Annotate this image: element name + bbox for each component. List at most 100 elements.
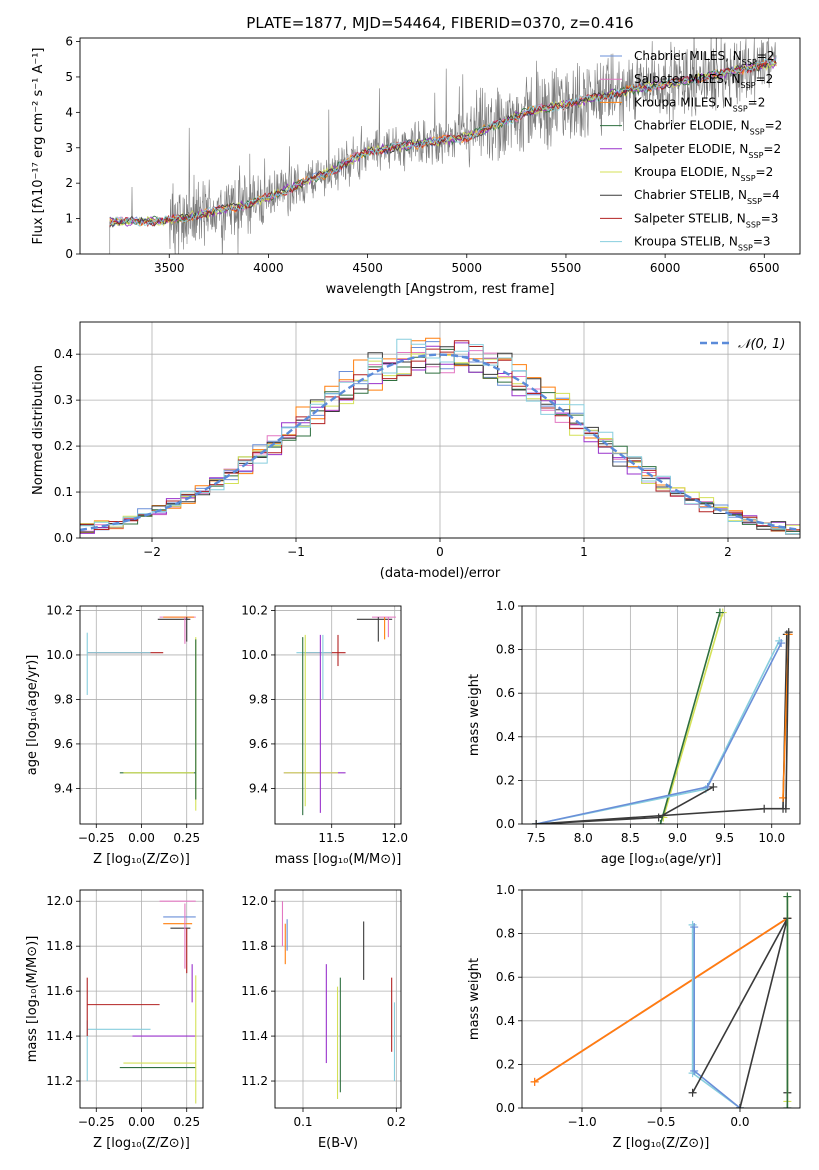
x-axis-label: Z [log₁₀(Z/Z⊙)] <box>93 1136 190 1151</box>
y-tick-label: 11.2 <box>46 1074 73 1088</box>
y-tick-label: 0.8 <box>496 643 515 657</box>
weight-line-1 <box>534 917 788 1083</box>
x-tick-label: 0.25 <box>173 831 200 845</box>
legend-entry: Salpeter ELODIE, NSSP=2 <box>634 142 781 160</box>
y-tick-label: 0.4 <box>496 730 515 744</box>
weight-line-7 <box>785 632 790 809</box>
y-tick-label: 0.4 <box>54 347 73 361</box>
x-tick-label: −2 <box>143 545 161 559</box>
x-axis-label: wavelength [Angstrom, rest frame] <box>326 282 555 297</box>
y-tick-label: 9.4 <box>54 781 73 795</box>
plot-area <box>109 38 777 254</box>
y-tick-label: 9.8 <box>249 692 268 706</box>
x-tick-label: 5500 <box>551 261 582 275</box>
y-tick-label: 0.8 <box>496 927 515 941</box>
legend: 𝒩(0, 1) <box>700 337 785 352</box>
point-marker <box>777 639 786 648</box>
x-tick-label: 0.25 <box>173 1115 200 1129</box>
y-tick-label: 9.8 <box>54 692 73 706</box>
y-tick-label: 11.4 <box>241 1029 268 1043</box>
legend-entry: Chabrier MILES, NSSP=2 <box>634 49 774 67</box>
plot-area <box>86 616 197 811</box>
x-tick-label: 8.0 <box>574 831 593 845</box>
axes-frame <box>79 37 801 255</box>
y-tick-label: 5 <box>65 70 73 84</box>
point-marker <box>688 920 697 929</box>
y-tick-label: 12.0 <box>46 894 73 908</box>
x-axis-label: (data-model)/error <box>380 566 501 581</box>
y-tick-label: 10.0 <box>241 648 268 662</box>
plot-area <box>283 616 396 816</box>
plot-area <box>532 608 793 824</box>
point-marker <box>781 804 790 813</box>
x-axis-label: Z [log₁₀(Z/Z⊙)] <box>613 1136 710 1151</box>
x-tick-label: 2 <box>724 545 732 559</box>
y-tick-label: 1.0 <box>496 883 515 897</box>
y-tick-label: 0.1 <box>54 485 73 499</box>
y-tick-label: 3 <box>65 141 73 155</box>
x-axis-label: E(B-V) <box>318 1136 358 1151</box>
chart-massweight-vs-age: 7.5 8.0 8.5 9.0 9.5 10.0 0.0 0.2 0.4 0.6 0.8 1.0 age… <box>467 599 801 867</box>
chart-mass-vs-EBV: 0.1 0.2 11.2 11.4 11.6 11.8 12.0 E(B-V) <box>241 889 406 1151</box>
y-tick-label: 0.2 <box>54 439 73 453</box>
y-tick-label: 0.6 <box>496 686 515 700</box>
x-tick-label: 8.5 <box>621 831 640 845</box>
y-axis-label: Normed distribution <box>31 365 46 495</box>
x-tick-label: 0.2 <box>387 1115 406 1129</box>
y-tick-label: 0 <box>65 247 73 261</box>
point-marker <box>654 813 663 822</box>
axes-frame <box>274 605 402 825</box>
y-tick-label: 0.2 <box>496 773 515 787</box>
chart-age-vs-mass: 11.5 12.0 9.4 9.6 9.8 10.0 10.2 mass [log₁₀(M/M… <box>241 603 408 867</box>
point-marker <box>715 608 724 617</box>
weight-line-1 <box>659 612 721 824</box>
chart-age-vs-Z: −0.25 0.00 0.25 9.4 9.6 9.8 10.0 10.2 Z [log₁₀(Z… <box>25 603 204 867</box>
model-8 <box>109 58 777 227</box>
x-tick-label: −1 <box>287 545 305 559</box>
legend-entry: Chabrier ELODIE, NSSP=2 <box>634 119 782 137</box>
weight-line-4 <box>536 634 788 824</box>
point-marker <box>735 1104 744 1108</box>
y-axis-label: mass weight <box>467 674 482 756</box>
x-tick-label: −0.25 <box>78 1115 115 1129</box>
x-axis-label: Z [log₁₀(Z/Z⊙)] <box>93 852 190 867</box>
y-tick-label: 10.0 <box>46 648 73 662</box>
point-marker <box>784 628 793 637</box>
y-tick-label: 2 <box>65 176 73 190</box>
point-marker <box>775 636 784 645</box>
point-marker <box>656 820 665 824</box>
point-marker <box>783 892 792 901</box>
y-tick-label: 1.0 <box>496 599 515 613</box>
weight-line-0 <box>662 612 724 818</box>
legend-entry: Chabrier STELIB, NSSP=4 <box>634 188 780 206</box>
chart-residuals: 𝒩(0, 1) −2 −1 0 1 2 0.0 0.1 0.2 0.3 0.4 (data-model… <box>31 321 801 581</box>
y-tick-label: 11.6 <box>241 984 268 998</box>
legend-entry: Kroupa MILES, NSSP=2 <box>634 95 765 113</box>
x-tick-label: −1.0 <box>567 1115 596 1129</box>
y-axis-label: mass [log₁₀(M/M⊙)] <box>25 936 40 1063</box>
histogram-7 <box>80 340 800 532</box>
legend-entry: Salpeter MILES, NSSP=2 <box>634 72 773 90</box>
axes-frame <box>274 889 402 1109</box>
y-tick-label: 9.6 <box>249 737 268 751</box>
y-tick-label: 1 <box>65 212 73 226</box>
x-tick-label: 11.5 <box>318 831 345 845</box>
y-tick-label: 0.4 <box>496 1014 515 1028</box>
x-tick-label: 0.00 <box>128 831 155 845</box>
plot-area <box>281 901 396 1100</box>
y-tick-label: 0.0 <box>496 817 515 831</box>
x-tick-label: 6000 <box>650 261 681 275</box>
x-tick-label: 0 <box>436 545 444 559</box>
point-marker <box>688 1088 697 1097</box>
point-marker <box>690 923 699 932</box>
axes-frame <box>521 605 801 825</box>
plot-area <box>530 892 792 1108</box>
point-marker <box>760 804 769 813</box>
y-axis-label: age [log₁₀(age/yr)] <box>25 655 40 776</box>
y-tick-label: 11.2 <box>241 1074 268 1088</box>
x-tick-label: −0.25 <box>78 831 115 845</box>
y-tick-label: 6 <box>65 35 73 49</box>
y-tick-label: 0.0 <box>496 1101 515 1115</box>
y-tick-label: 0.6 <box>496 970 515 984</box>
